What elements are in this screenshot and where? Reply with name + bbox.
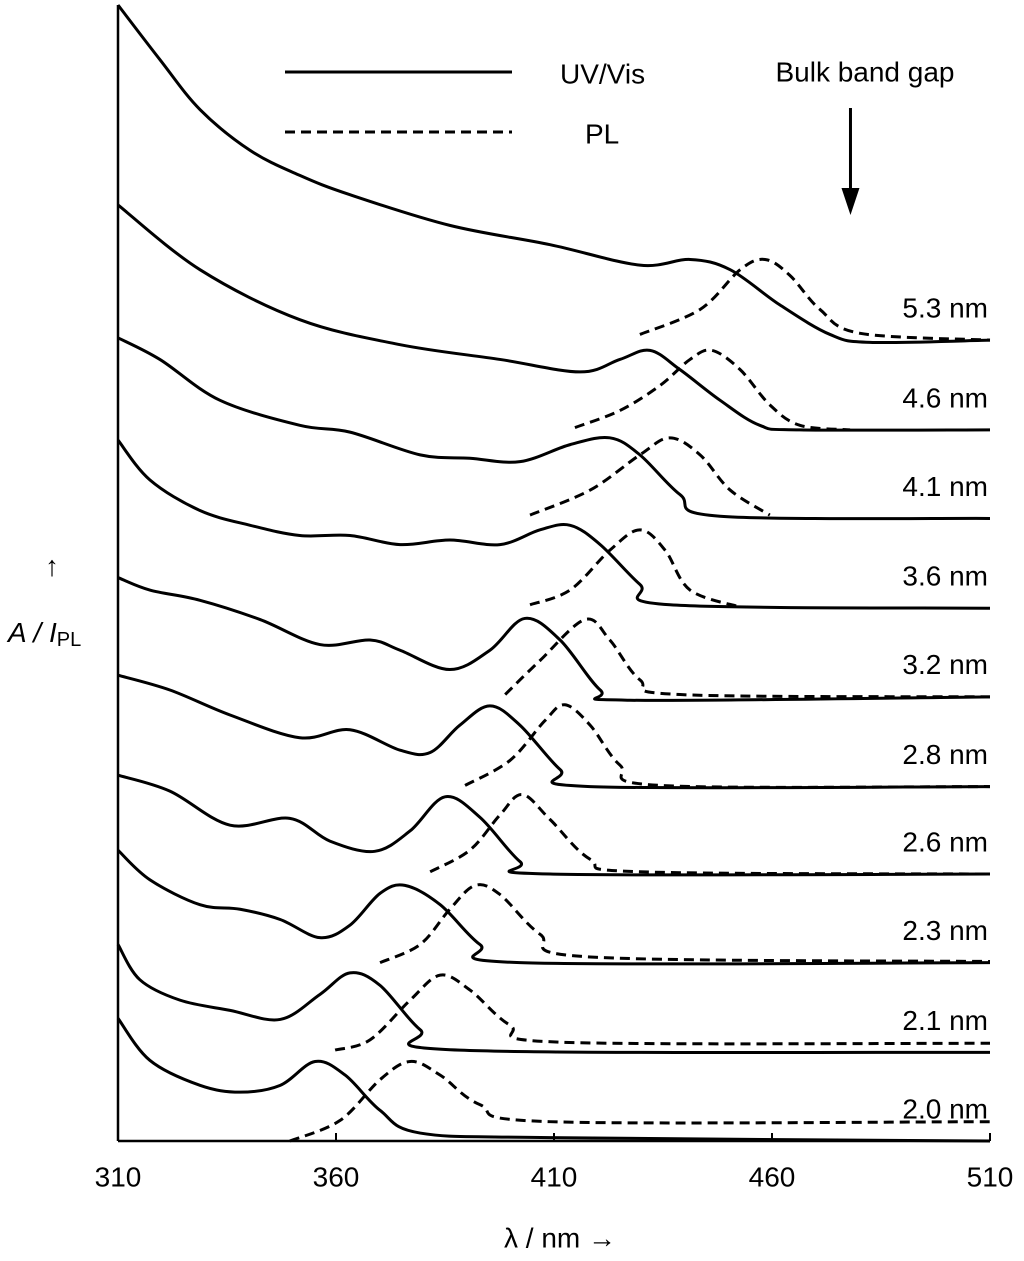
uvvis-curve [116,849,991,966]
sample-label: 2.1 nm [902,1005,988,1036]
x-tick-label: 460 [749,1161,796,1192]
pl-curve [289,1059,991,1143]
x-tick-label: 360 [313,1161,360,1192]
uvvis-curve [116,439,991,610]
y-label-arrow: ↑ [45,550,59,581]
pl-curve [529,528,741,609]
uvvis-curve [116,943,991,1055]
pl-curve [504,617,991,699]
uvvis-curve [117,673,991,790]
legend-label: UV/Vis [560,58,645,89]
sample-label: 4.6 nm [902,382,988,413]
uvvis-curve [116,4,991,345]
pl-curve [529,436,771,517]
pl-curve [429,793,991,876]
x-tick-label: 410 [531,1161,578,1192]
y-label-main: A / I [6,617,57,648]
x-tick-label: 510 [967,1161,1014,1192]
sample-label: 4.1 nm [902,471,988,502]
pl-curve [574,348,851,432]
sample-label: 3.2 nm [902,649,988,680]
sample-label: 2.6 nm [902,826,988,857]
annotation-label: Bulk band gap [775,56,954,87]
pl-curve [379,883,991,965]
pl-curve [639,257,991,342]
sample-label: 2.8 nm [902,739,988,770]
uvvis-curve [117,203,991,432]
sample-label: 3.6 nm [902,561,988,592]
pl-curve [334,973,991,1052]
sample-label: 5.3 nm [902,293,988,324]
legend-label: PL [585,118,619,149]
x-tick-label: 310 [95,1161,142,1192]
uvvis-curve [116,1017,991,1143]
y-label-text: A / IPL [6,617,81,651]
y-label-sub: PL [57,629,81,651]
y-label: ↑ A / IPL [6,550,81,651]
x-label: λ / nm → [504,1222,616,1253]
sample-label: 2.3 nm [902,915,988,946]
uvvis-curve [117,576,991,702]
annotation-arrowhead [841,188,860,215]
sample-label: 2.0 nm [902,1093,988,1124]
uvvis-curve [117,336,991,521]
uvvis-curve [117,773,991,877]
